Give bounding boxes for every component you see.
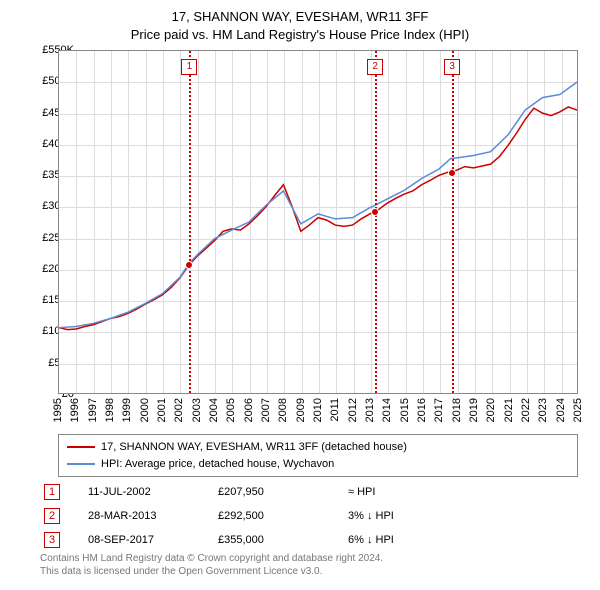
- x-axis-label: 2018: [451, 398, 463, 422]
- x-axis-label: 2022: [520, 398, 532, 422]
- x-axis-label: 1995: [52, 398, 64, 422]
- x-axis-label: 2019: [468, 398, 480, 422]
- sale-date: 28-MAR-2013: [88, 510, 218, 522]
- x-axis-label: 2016: [416, 398, 428, 422]
- x-axis-label: 1996: [69, 398, 81, 422]
- x-axis-label: 2010: [312, 398, 324, 422]
- x-axis-label: 2025: [572, 398, 584, 422]
- x-axis-label: 1998: [104, 398, 116, 422]
- x-axis-label: 2014: [381, 398, 393, 422]
- title-line1: 17, SHANNON WAY, EVESHAM, WR11 3FF: [0, 8, 600, 26]
- marker-badge: 1: [44, 484, 60, 500]
- legend: 17, SHANNON WAY, EVESHAM, WR11 3FF (deta…: [58, 434, 578, 477]
- hpi-diff: 3% ↓ HPI: [348, 510, 478, 522]
- series-property: [59, 107, 577, 330]
- marker-badge: 2: [367, 59, 383, 75]
- title-line2: Price paid vs. HM Land Registry's House …: [0, 26, 600, 44]
- x-axis-label: 2023: [537, 398, 549, 422]
- footer-line2: This data is licensed under the Open Gov…: [40, 565, 580, 578]
- marker-dot: [185, 261, 193, 269]
- legend-label: HPI: Average price, detached house, Wych…: [101, 456, 334, 473]
- legend-item-hpi: HPI: Average price, detached house, Wych…: [67, 456, 569, 473]
- x-axis-label: 2004: [208, 398, 220, 422]
- chart-title: 17, SHANNON WAY, EVESHAM, WR11 3FF Price…: [0, 0, 600, 43]
- x-axis-label: 2008: [277, 398, 289, 422]
- marker-dot: [371, 208, 379, 216]
- x-axis-label: 1997: [87, 398, 99, 422]
- hpi-diff: 6% ↓ HPI: [348, 534, 478, 546]
- x-axis-label: 2011: [329, 398, 341, 422]
- x-axis-label: 1999: [121, 398, 133, 422]
- x-axis-label: 2009: [295, 398, 307, 422]
- marker-badge: 2: [44, 508, 60, 524]
- table-row: 3 08-SEP-2017 £355,000 6% ↓ HPI: [40, 528, 580, 552]
- legend-swatch-hpi: [67, 463, 95, 465]
- legend-item-property: 17, SHANNON WAY, EVESHAM, WR11 3FF (deta…: [67, 439, 569, 456]
- hpi-diff: ≈ HPI: [348, 486, 478, 498]
- plot-area: 1 2 3: [58, 50, 578, 394]
- sale-price: £355,000: [218, 534, 348, 546]
- table-row: 2 28-MAR-2013 £292,500 3% ↓ HPI: [40, 504, 580, 528]
- x-axis-label: 2003: [191, 398, 203, 422]
- x-axis-label: 2017: [433, 398, 445, 422]
- x-axis-label: 2007: [260, 398, 272, 422]
- sale-date: 11-JUL-2002: [88, 486, 218, 498]
- x-axis-label: 2013: [364, 398, 376, 422]
- x-axis-label: 2012: [347, 398, 359, 422]
- marker-badge: 3: [44, 532, 60, 548]
- footer-attribution: Contains HM Land Registry data © Crown c…: [40, 552, 580, 578]
- legend-swatch-property: [67, 446, 95, 448]
- x-axis-label: 2002: [173, 398, 185, 422]
- sale-price: £292,500: [218, 510, 348, 522]
- x-axis-label: 2006: [243, 398, 255, 422]
- marker-vline: [189, 51, 191, 393]
- x-axis-label: 2015: [399, 398, 411, 422]
- x-axis-label: 2021: [503, 398, 515, 422]
- sale-date: 08-SEP-2017: [88, 534, 218, 546]
- chart-lines: [59, 51, 577, 393]
- table-row: 1 11-JUL-2002 £207,950 ≈ HPI: [40, 480, 580, 504]
- chart-container: 17, SHANNON WAY, EVESHAM, WR11 3FF Price…: [0, 0, 600, 590]
- marker-dot: [448, 169, 456, 177]
- marker-vline: [375, 51, 377, 393]
- marker-badge: 3: [444, 59, 460, 75]
- legend-label: 17, SHANNON WAY, EVESHAM, WR11 3FF (deta…: [101, 439, 407, 456]
- data-table: 1 11-JUL-2002 £207,950 ≈ HPI 2 28-MAR-20…: [40, 480, 580, 552]
- x-axis-label: 2005: [225, 398, 237, 422]
- sale-price: £207,950: [218, 486, 348, 498]
- x-axis-label: 2001: [156, 398, 168, 422]
- series-hpi: [59, 82, 577, 328]
- x-axis-label: 2024: [555, 398, 567, 422]
- marker-vline: [452, 51, 454, 393]
- marker-badge: 1: [181, 59, 197, 75]
- x-axis-label: 2020: [485, 398, 497, 422]
- x-axis-label: 2000: [139, 398, 151, 422]
- footer-line1: Contains HM Land Registry data © Crown c…: [40, 552, 580, 565]
